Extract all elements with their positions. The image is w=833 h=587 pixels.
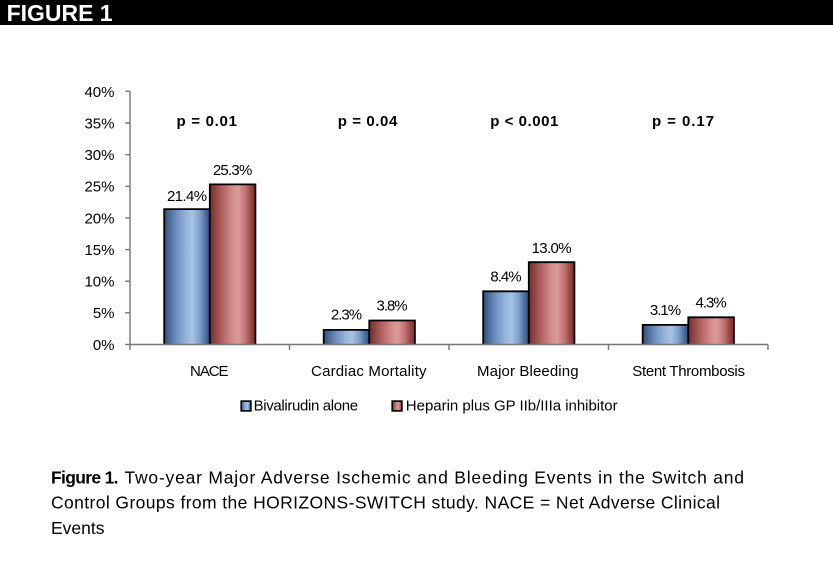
svg-text:Control Groups from the HORIZO: Control Groups from the HORIZONS-SWITCH … xyxy=(51,493,720,513)
svg-text:20%: 20% xyxy=(84,210,114,227)
svg-text:21.4%: 21.4% xyxy=(167,188,207,205)
svg-text:2.3%: 2.3% xyxy=(331,307,362,324)
svg-text:Figure 1.: Figure 1. xyxy=(51,467,119,487)
svg-text:Major Bleeding: Major Bleeding xyxy=(477,363,579,380)
svg-text:p < 0.001: p < 0.001 xyxy=(490,113,558,130)
svg-text:25%: 25% xyxy=(84,179,114,196)
svg-text:15%: 15% xyxy=(84,242,114,259)
svg-text:40%: 40% xyxy=(84,84,114,101)
svg-text:13.0%: 13.0% xyxy=(532,240,572,257)
svg-text:3.1%: 3.1% xyxy=(650,302,681,319)
svg-text:10%: 10% xyxy=(84,274,114,291)
svg-text:8.4%: 8.4% xyxy=(490,268,521,285)
svg-text:Cardiac Mortality: Cardiac Mortality xyxy=(311,363,427,380)
svg-text:Two-year Major Adverse Ischemi: Two-year Major Adverse Ischemic and Blee… xyxy=(125,467,745,487)
svg-text:FIGURE 1: FIGURE 1 xyxy=(7,0,113,26)
svg-text:Stent Thrombosis: Stent Thrombosis xyxy=(632,363,745,380)
svg-text:Events: Events xyxy=(51,518,105,538)
svg-text:Bivalirudin alone: Bivalirudin alone xyxy=(254,397,359,414)
svg-text:p = 0.01: p = 0.01 xyxy=(176,113,237,130)
svg-text:5%: 5% xyxy=(93,305,115,322)
svg-text:Heparin plus GP IIb/IIIa inhib: Heparin plus GP IIb/IIIa inhibitor xyxy=(406,397,618,414)
svg-text:p = 0.04: p = 0.04 xyxy=(338,113,398,130)
svg-text:30%: 30% xyxy=(84,147,114,164)
svg-text:0%: 0% xyxy=(93,337,115,354)
svg-text:NACE: NACE xyxy=(190,363,229,380)
svg-text:3.8%: 3.8% xyxy=(377,297,408,314)
svg-text:4.3%: 4.3% xyxy=(695,295,726,312)
svg-text:25.3%: 25.3% xyxy=(213,162,253,179)
svg-text:p = 0.17: p = 0.17 xyxy=(652,113,714,130)
svg-text:35%: 35% xyxy=(84,115,114,132)
